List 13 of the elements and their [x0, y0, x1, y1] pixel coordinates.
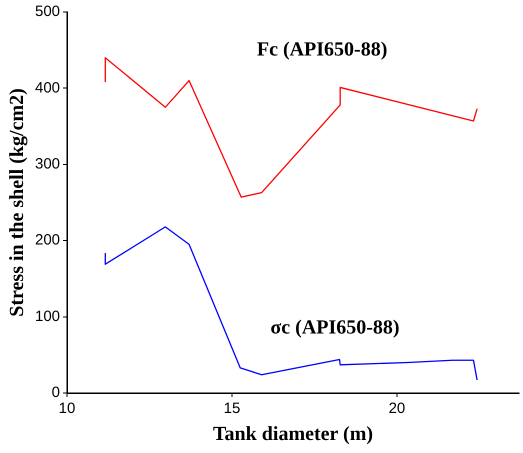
y-tick-label: 100 — [34, 308, 60, 325]
y-tick-label: 0 — [52, 384, 60, 402]
x-tick-label: 15 — [224, 400, 240, 418]
x-axis-title: Tank diameter (m) — [213, 423, 374, 446]
y-tick-label: 200 — [34, 232, 60, 249]
series-label: σc (API650-88) — [270, 316, 400, 338]
x-tick-label: 20 — [388, 400, 406, 418]
y-axis-title: Stress in the shell (kg/cm2) — [6, 88, 28, 317]
y-tick-label: 400 — [34, 79, 60, 96]
y-tick-label: 500 — [34, 3, 60, 20]
series-label: Fc (API650-88) — [256, 38, 388, 60]
y-tick-label: 300 — [34, 156, 60, 173]
x-tick-label: 10 — [58, 400, 76, 418]
